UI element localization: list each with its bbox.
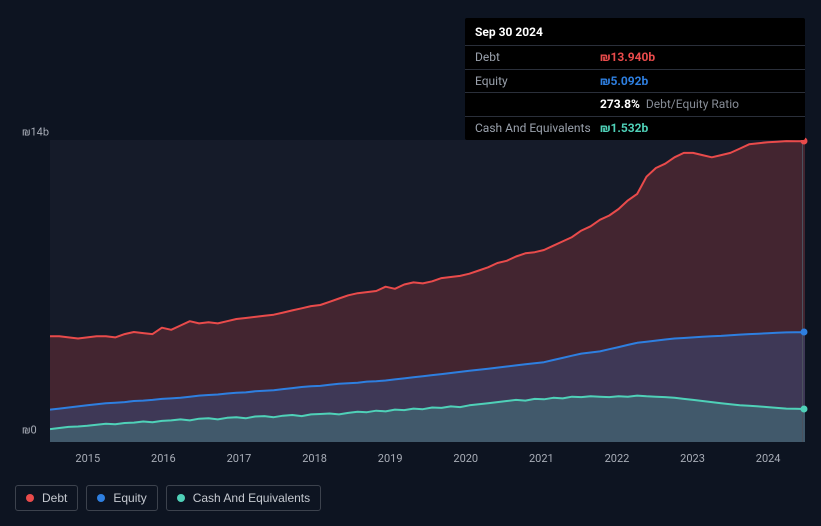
tooltip-row-value: ₪13.940b bbox=[600, 49, 655, 66]
tooltip-row-value: ₪1.532b bbox=[600, 120, 648, 137]
tooltip-vertical-line bbox=[802, 140, 803, 442]
x-axis-year-label: 2020 bbox=[428, 452, 504, 465]
tooltip-row-suffix: Debt/Equity Ratio bbox=[646, 96, 739, 113]
tooltip-date: Sep 30 2024 bbox=[465, 18, 805, 45]
tooltip-row-label: Equity bbox=[475, 73, 600, 90]
tooltip-row: Debt₪13.940b bbox=[465, 45, 805, 69]
tooltip-row-label: Cash And Equivalents bbox=[475, 120, 600, 137]
financial-chart: ₪14b ₪0 20152016201720182019202020212022… bbox=[0, 0, 821, 526]
x-axis-year-label: 2023 bbox=[655, 452, 731, 465]
area-chart-svg bbox=[50, 140, 805, 442]
x-axis-year-label: 2021 bbox=[504, 452, 580, 465]
legend-item-equity[interactable]: Equity bbox=[86, 485, 157, 511]
legend-label: Debt bbox=[42, 491, 67, 505]
x-axis-year-label: 2015 bbox=[50, 452, 126, 465]
chart-tooltip: Sep 30 2024 Debt₪13.940bEquity₪5.092b273… bbox=[465, 18, 805, 140]
x-axis-year-label: 2019 bbox=[352, 452, 428, 465]
y-axis-bottom-label: ₪0 bbox=[22, 424, 37, 437]
legend-item-cash-and-equivalents[interactable]: Cash And Equivalents bbox=[166, 485, 321, 511]
tooltip-row: 273.8% Debt/Equity Ratio bbox=[465, 92, 805, 116]
tooltip-row-label: Debt bbox=[475, 49, 600, 66]
y-axis-top-label: ₪14b bbox=[22, 126, 49, 139]
tooltip-row-value: ₪5.092b bbox=[600, 73, 648, 90]
chart-legend: Debt Equity Cash And Equivalents bbox=[15, 485, 321, 511]
x-axis-year-label: 2018 bbox=[277, 452, 353, 465]
legend-label: Cash And Equivalents bbox=[193, 491, 310, 505]
chart-marker-equity bbox=[801, 329, 808, 336]
x-axis-year-label: 2017 bbox=[201, 452, 277, 465]
plot-area[interactable] bbox=[50, 140, 805, 442]
x-axis-labels: 2015201620172018201920202021202220232024 bbox=[50, 452, 806, 465]
tooltip-row: Equity₪5.092b bbox=[465, 69, 805, 93]
x-axis-year-label: 2024 bbox=[730, 452, 806, 465]
tooltip-row-value: 273.8% bbox=[600, 96, 640, 113]
tooltip-row-label bbox=[475, 96, 600, 113]
legend-dot-icon bbox=[97, 494, 105, 502]
legend-dot-icon bbox=[177, 494, 185, 502]
legend-label: Equity bbox=[113, 491, 146, 505]
legend-dot-icon bbox=[26, 494, 34, 502]
x-axis-year-label: 2022 bbox=[579, 452, 655, 465]
x-axis-year-label: 2016 bbox=[126, 452, 202, 465]
legend-item-debt[interactable]: Debt bbox=[15, 485, 78, 511]
tooltip-row: Cash And Equivalents₪1.532b bbox=[465, 116, 805, 140]
chart-marker-cash bbox=[801, 405, 808, 412]
